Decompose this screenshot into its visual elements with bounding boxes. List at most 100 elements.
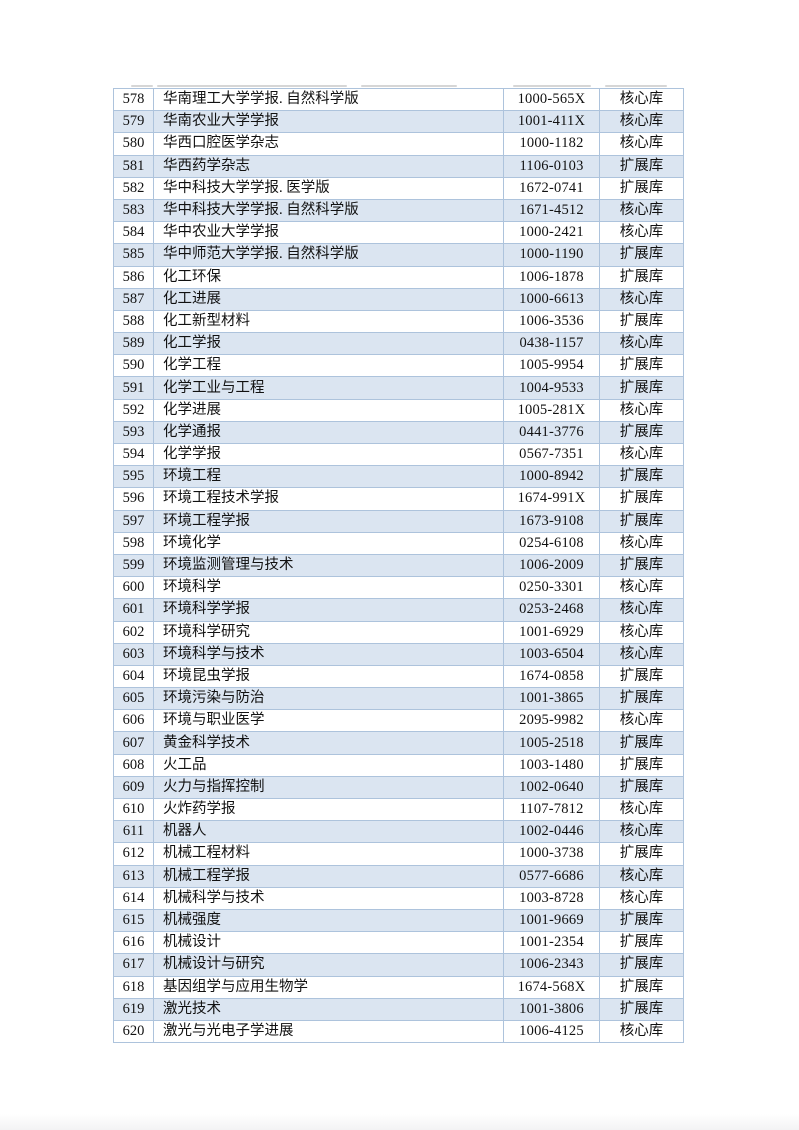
cell-no: 597: [113, 509, 154, 533]
cell-category: 核心库: [599, 864, 684, 888]
cell-issn: 1006-1878: [503, 265, 600, 289]
cell-name: 基因组学与应用生物学: [153, 975, 504, 999]
table-row: 578 华南理工大学学报. 自然科学版 1000-565X 核心库: [113, 87, 684, 112]
table-row: 608 火工品 1003-1480 扩展库: [113, 753, 684, 777]
table-row: 614 机械科学与技术 1003-8728 核心库: [113, 886, 684, 910]
cell-category: 扩展库: [599, 376, 684, 400]
cell-no: 587: [113, 287, 154, 311]
cell-name: 华南农业大学学报: [153, 110, 504, 134]
cell-category: 扩展库: [599, 953, 684, 977]
cell-no: 618: [113, 975, 154, 999]
cell-no: 603: [113, 642, 154, 666]
cell-name: 机械设计: [153, 931, 504, 955]
cell-name: 机械强度: [153, 908, 504, 933]
cell-issn: 1006-2009: [503, 553, 600, 578]
cell-no: 594: [113, 442, 154, 467]
cell-name: 机械工程材料: [153, 842, 504, 866]
cell-issn: 1002-0446: [503, 820, 600, 844]
table-row: 601 环境科学学报 0253-2468 核心库: [113, 598, 684, 622]
table-row: 595 环境工程 1000-8942 扩展库: [113, 465, 684, 489]
cell-category: 核心库: [599, 132, 684, 156]
cell-no: 586: [113, 265, 154, 289]
cell-category: 核心库: [599, 642, 684, 666]
table-row: 603 环境科学与技术 1003-6504 核心库: [113, 642, 684, 666]
cell-name: 环境科学与技术: [153, 642, 504, 666]
cell-issn: 0567-7351: [503, 442, 600, 467]
cell-issn: 1002-0640: [503, 775, 600, 800]
cell-category: 扩展库: [599, 687, 684, 711]
cell-name: 华西药学杂志: [153, 154, 504, 178]
cell-name: 华西口腔医学杂志: [153, 132, 504, 156]
cell-issn: 1674-568X: [503, 975, 600, 999]
cell-no: 582: [113, 176, 154, 200]
table-row: 589 化工学报 0438-1157 核心库: [113, 332, 684, 356]
table-row: 610 火炸药学报 1107-7812 核心库: [113, 797, 684, 822]
table-row: 588 化工新型材料 1006-3536 扩展库: [113, 309, 684, 334]
table-row: 580 华西口腔医学杂志 1000-1182 核心库: [113, 132, 684, 156]
cell-category: 核心库: [599, 221, 684, 245]
cell-category: 扩展库: [599, 265, 684, 289]
cell-category: 核心库: [599, 531, 684, 555]
cell-no: 601: [113, 598, 154, 622]
cell-no: 612: [113, 842, 154, 866]
cell-category: 核心库: [599, 110, 684, 134]
cell-no: 595: [113, 465, 154, 489]
cell-issn: 1674-991X: [503, 487, 600, 511]
table-row: 596 环境工程技术学报 1674-991X 扩展库: [113, 487, 684, 511]
table-row: 590 化学工程 1005-9954 扩展库: [113, 354, 684, 378]
cell-issn: 1106-0103: [503, 154, 600, 178]
cell-category: 核心库: [599, 797, 684, 822]
table-row: 585 华中师范大学学报. 自然科学版 1000-1190 扩展库: [113, 243, 684, 267]
cell-issn: 1003-6504: [503, 642, 600, 666]
cell-category: 核心库: [599, 398, 684, 422]
cell-no: 620: [113, 1019, 154, 1044]
cell-issn: 0250-3301: [503, 576, 600, 600]
cell-name: 华南理工大学学报. 自然科学版: [153, 87, 504, 112]
cell-no: 607: [113, 731, 154, 755]
table-row: 582 华中科技大学学报. 医学版 1672-0741 扩展库: [113, 176, 684, 200]
cell-name: 化学工业与工程: [153, 376, 504, 400]
table-row: 586 化工环保 1006-1878 扩展库: [113, 265, 684, 289]
table-row: 579 华南农业大学学报 1001-411X 核心库: [113, 110, 684, 134]
table-row: 611 机器人 1002-0446 核心库: [113, 820, 684, 844]
cell-issn: 1674-0858: [503, 664, 600, 689]
cell-issn: 1001-3865: [503, 687, 600, 711]
cell-category: 扩展库: [599, 842, 684, 866]
cell-category: 扩展库: [599, 509, 684, 533]
cell-category: 核心库: [599, 198, 684, 223]
cell-no: 579: [113, 110, 154, 134]
cell-no: 583: [113, 198, 154, 223]
cell-issn: 1001-6929: [503, 620, 600, 644]
cell-name: 化工环保: [153, 265, 504, 289]
cell-issn: 1107-7812: [503, 797, 600, 822]
cell-issn: 1000-3738: [503, 842, 600, 866]
cell-name: 环境工程: [153, 465, 504, 489]
table-row: 612 机械工程材料 1000-3738 扩展库: [113, 842, 684, 866]
cell-name: 环境与职业医学: [153, 709, 504, 733]
cell-issn: 2095-9982: [503, 709, 600, 733]
cell-category: 扩展库: [599, 931, 684, 955]
cell-issn: 0577-6686: [503, 864, 600, 888]
cell-name: 机械工程学报: [153, 864, 504, 888]
cell-category: 扩展库: [599, 354, 684, 378]
table-row: 593 化学通报 0441-3776 扩展库: [113, 420, 684, 445]
cell-name: 环境监测管理与技术: [153, 553, 504, 578]
table-row: 607 黄金科学技术 1005-2518 扩展库: [113, 731, 684, 755]
cell-issn: 1000-1190: [503, 243, 600, 267]
cell-no: 588: [113, 309, 154, 334]
table-row: 613 机械工程学报 0577-6686 核心库: [113, 864, 684, 888]
cell-name: 华中师范大学学报. 自然科学版: [153, 243, 504, 267]
cell-no: 584: [113, 221, 154, 245]
cell-no: 592: [113, 398, 154, 422]
cell-no: 585: [113, 243, 154, 267]
cell-name: 火炸药学报: [153, 797, 504, 822]
cell-no: 614: [113, 886, 154, 910]
table-row: 620 激光与光电子学进展 1006-4125 核心库: [113, 1019, 684, 1044]
cell-name: 环境工程学报: [153, 509, 504, 533]
cell-category: 扩展库: [599, 664, 684, 689]
table-row: 581 华西药学杂志 1106-0103 扩展库: [113, 154, 684, 178]
table-row: 591 化学工业与工程 1004-9533 扩展库: [113, 376, 684, 400]
cell-issn: 0438-1157: [503, 332, 600, 356]
clipped-row-remnant: [113, 84, 683, 88]
